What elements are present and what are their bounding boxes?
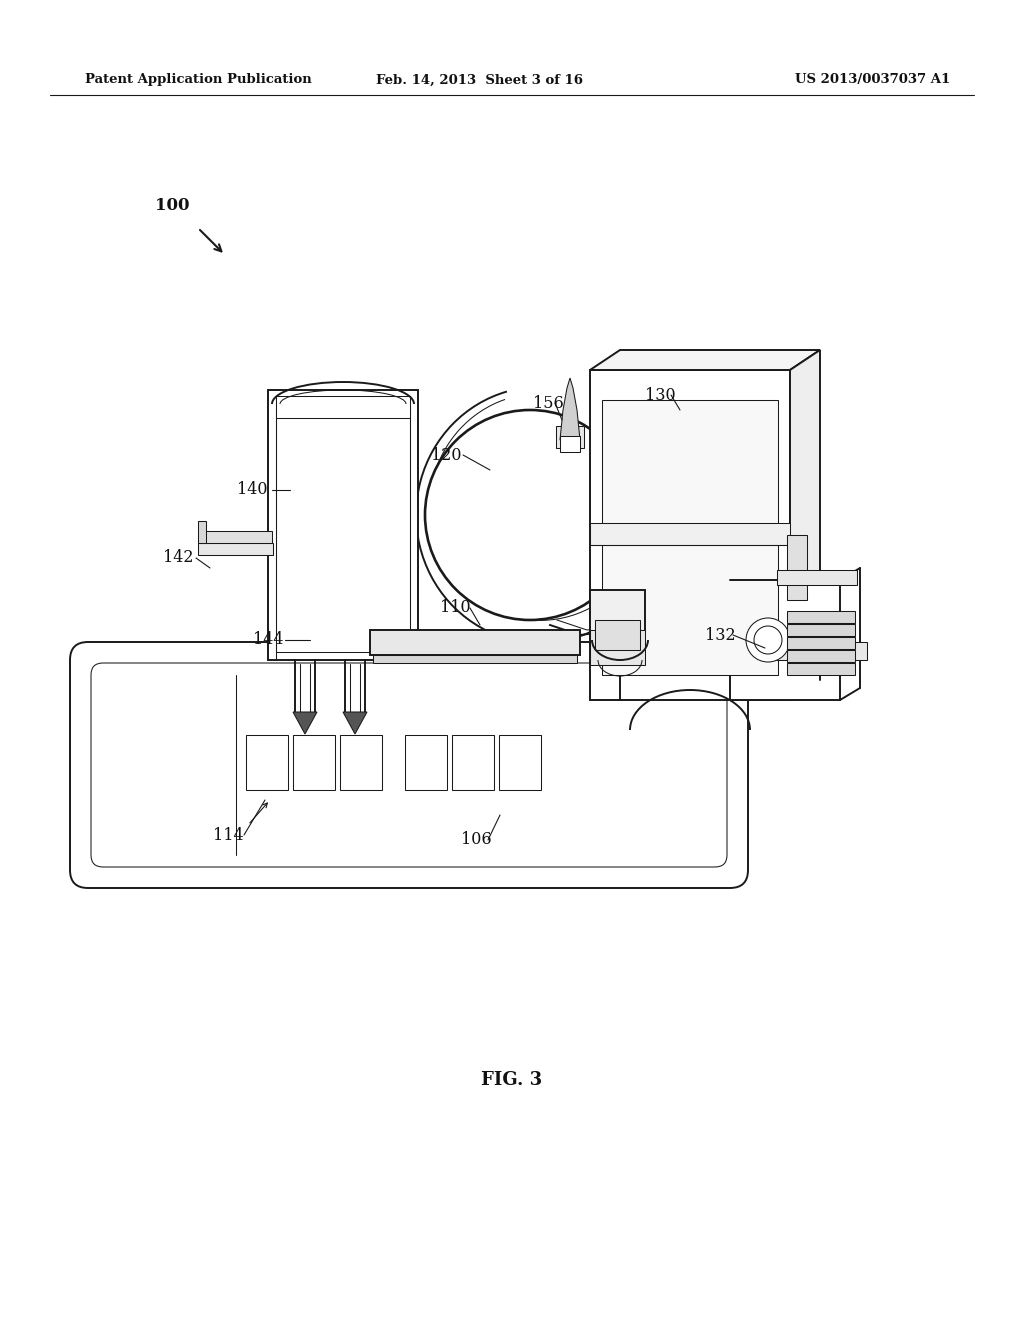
Text: 156: 156 (532, 395, 563, 412)
Text: 114: 114 (213, 826, 244, 843)
Text: 110: 110 (439, 599, 470, 616)
FancyBboxPatch shape (70, 642, 748, 888)
Bar (590, 590, 645, 645)
Bar (787, 611, 855, 623)
Bar (268, 389, 418, 660)
Bar (556, 426, 584, 447)
Text: 132: 132 (705, 627, 735, 644)
Circle shape (746, 618, 790, 663)
Bar (730, 579, 840, 700)
Bar (276, 396, 410, 418)
Bar (595, 620, 640, 649)
Text: Feb. 14, 2013  Sheet 3 of 16: Feb. 14, 2013 Sheet 3 of 16 (377, 74, 584, 87)
Polygon shape (590, 350, 820, 370)
Bar (406, 735, 447, 789)
Polygon shape (293, 711, 317, 734)
Polygon shape (790, 350, 820, 700)
Bar (293, 735, 335, 789)
Bar (787, 649, 855, 663)
Bar (590, 370, 790, 700)
FancyBboxPatch shape (91, 663, 727, 867)
Bar (276, 399, 410, 652)
Text: Patent Application Publication: Patent Application Publication (85, 74, 311, 87)
Bar (602, 400, 778, 675)
Bar (787, 638, 855, 649)
Text: 106: 106 (461, 832, 492, 849)
Bar (246, 735, 288, 789)
Bar (452, 735, 494, 789)
Text: FIG. 3: FIG. 3 (481, 1071, 543, 1089)
Circle shape (425, 411, 635, 620)
Polygon shape (343, 711, 367, 734)
Bar (787, 535, 807, 601)
Bar (370, 630, 580, 655)
Bar (198, 521, 206, 543)
Text: 140: 140 (237, 482, 267, 499)
Bar (590, 523, 790, 545)
Bar (200, 531, 272, 543)
Bar (590, 630, 645, 665)
Polygon shape (560, 378, 580, 440)
Bar (777, 570, 857, 585)
Bar (499, 735, 541, 789)
Bar (560, 436, 580, 451)
Bar (787, 624, 855, 636)
Bar (340, 735, 382, 789)
Text: US 2013/0037037 A1: US 2013/0037037 A1 (795, 74, 950, 87)
Text: 142: 142 (163, 549, 194, 566)
Text: 144: 144 (253, 631, 284, 648)
Bar (198, 543, 273, 554)
Text: 130: 130 (645, 387, 675, 404)
Text: 100: 100 (155, 197, 189, 214)
Bar (373, 655, 577, 663)
Bar (767, 642, 867, 660)
Bar (787, 663, 855, 675)
Text: 120: 120 (431, 446, 461, 463)
Circle shape (754, 626, 782, 653)
